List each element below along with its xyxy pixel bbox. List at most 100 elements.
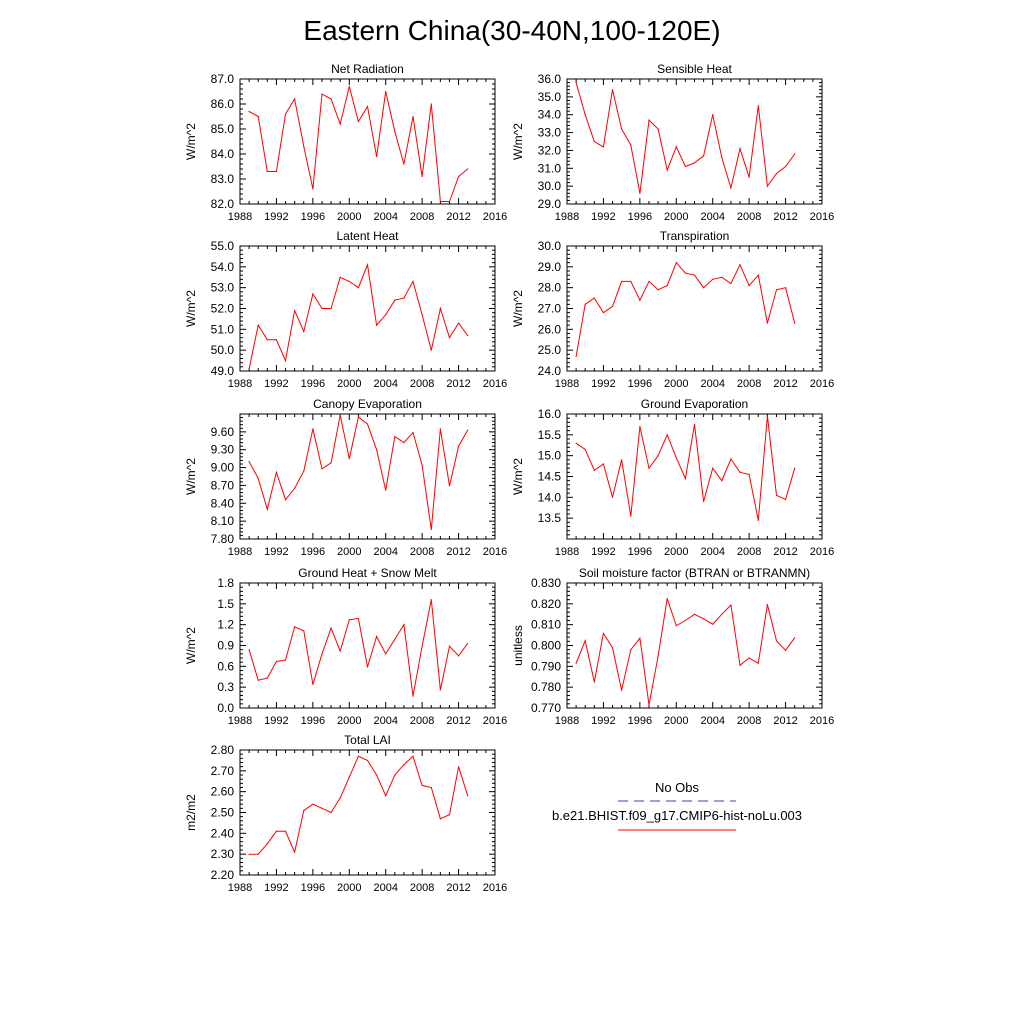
x-tick-label: 2016	[810, 546, 834, 558]
series-line	[575, 82, 796, 194]
data-point	[257, 477, 259, 479]
data-point	[366, 423, 369, 425]
y-tick-label: 85.0	[211, 122, 235, 136]
data-point	[457, 766, 460, 768]
data-point	[257, 853, 259, 855]
data-point	[657, 128, 659, 130]
data-point	[339, 414, 341, 416]
plot-frame	[239, 749, 496, 876]
data-point	[775, 640, 778, 642]
data-point	[611, 305, 614, 308]
data-point	[257, 679, 259, 681]
data-point	[403, 441, 405, 444]
x-tick-label: 2016	[810, 378, 834, 390]
data-point	[294, 98, 296, 100]
data-point	[448, 645, 451, 647]
x-tick-label: 2016	[483, 546, 507, 558]
data-point	[412, 755, 414, 757]
x-tick-label: 1988	[555, 378, 579, 390]
data-point	[657, 455, 659, 457]
data-point	[712, 623, 714, 625]
data-point	[357, 120, 359, 123]
data-point	[321, 307, 323, 310]
data-point	[739, 264, 741, 266]
data-point	[303, 809, 305, 812]
y-tick-label: 35.0	[538, 90, 562, 104]
data-point	[421, 175, 423, 178]
data-point	[766, 415, 768, 417]
y-tick-label: 27.0	[538, 302, 562, 316]
y-tick-label: 9.30	[211, 443, 235, 457]
y-axis-label: W/m^2	[511, 458, 525, 495]
data-point	[385, 653, 387, 655]
data-point	[757, 105, 759, 107]
chart-panel: 1988 1992 1996 2000 2004 2008 2012 2016 13.5 14.0…	[511, 397, 834, 558]
plot-frame	[566, 245, 823, 372]
data-point	[303, 145, 305, 148]
y-axis-label: m2/m2	[184, 794, 198, 831]
data-point	[412, 431, 414, 434]
x-tick-label: 2000	[337, 546, 361, 558]
x-tick-label: 2008	[410, 546, 434, 558]
x-tick-label: 2008	[410, 378, 434, 390]
y-tick-label: 13.5	[538, 511, 562, 525]
chart-panel: 1988 1992 1996 2000 2004 2008 2012 2016 0.0 0.3 0.…	[184, 566, 507, 727]
y-tick-label: 9.00	[211, 461, 235, 475]
chart-panel: 1988 1992 1996 2000 2004 2008 2012 2016 0.770 0.7…	[511, 566, 834, 727]
y-tick-label: 1.5	[217, 597, 234, 611]
x-tick-label: 1988	[555, 715, 579, 727]
chart-panel: 1988 1992 1996 2000 2004 2008 2012 2016 49.0 50.0…	[184, 229, 507, 390]
legend: No Obs b.e21.BHIST.f09_g17.CMIP6-hist-no…	[552, 780, 802, 831]
data-point	[639, 637, 641, 639]
x-tick-label: 1988	[228, 546, 252, 558]
data-point	[312, 188, 314, 190]
panel-title: Ground Heat + Snow Melt	[298, 566, 437, 580]
data-point	[630, 515, 632, 517]
series-line	[249, 755, 469, 855]
data-point	[457, 445, 460, 447]
y-axis-label: W/m^2	[511, 123, 525, 160]
data-point	[421, 314, 423, 316]
data-point	[712, 114, 714, 116]
data-point	[348, 619, 350, 621]
data-point	[584, 448, 586, 451]
data-point	[457, 655, 460, 657]
x-tick-label: 2004	[700, 546, 724, 558]
data-point	[693, 274, 696, 276]
data-point	[348, 280, 350, 283]
x-tick-label: 1992	[264, 715, 288, 727]
data-point	[284, 113, 287, 115]
x-tick-label: 2004	[700, 211, 724, 223]
data-point	[339, 276, 341, 278]
data-point	[721, 480, 723, 482]
data-point	[703, 155, 705, 157]
data-point	[721, 156, 723, 159]
data-point	[357, 416, 359, 418]
y-tick-label: 82.0	[211, 197, 235, 211]
data-point	[275, 170, 278, 173]
y-tick-label: 55.0	[211, 239, 235, 253]
y-tick-label: 28.0	[538, 281, 562, 295]
data-point	[439, 307, 441, 310]
data-point	[784, 165, 787, 168]
y-tick-label: 2.50	[211, 806, 235, 820]
x-tick-label: 2012	[446, 546, 470, 558]
data-point	[639, 425, 641, 428]
x-tick-label: 2004	[373, 715, 397, 727]
data-point	[666, 284, 668, 287]
data-point	[794, 153, 796, 155]
data-point	[757, 519, 759, 521]
data-point	[712, 278, 714, 280]
data-point	[312, 803, 314, 805]
data-point	[621, 689, 623, 691]
panel-title: Transpiration	[660, 229, 730, 243]
x-tick-label: 2016	[483, 211, 507, 223]
y-tick-label: 87.0	[211, 72, 235, 86]
x-tick-label: 2012	[773, 546, 797, 558]
y-tick-label: 29.0	[538, 260, 562, 274]
series-line	[248, 86, 469, 202]
y-tick-label: 49.0	[211, 364, 235, 378]
data-point	[348, 85, 350, 88]
data-point	[248, 649, 250, 651]
